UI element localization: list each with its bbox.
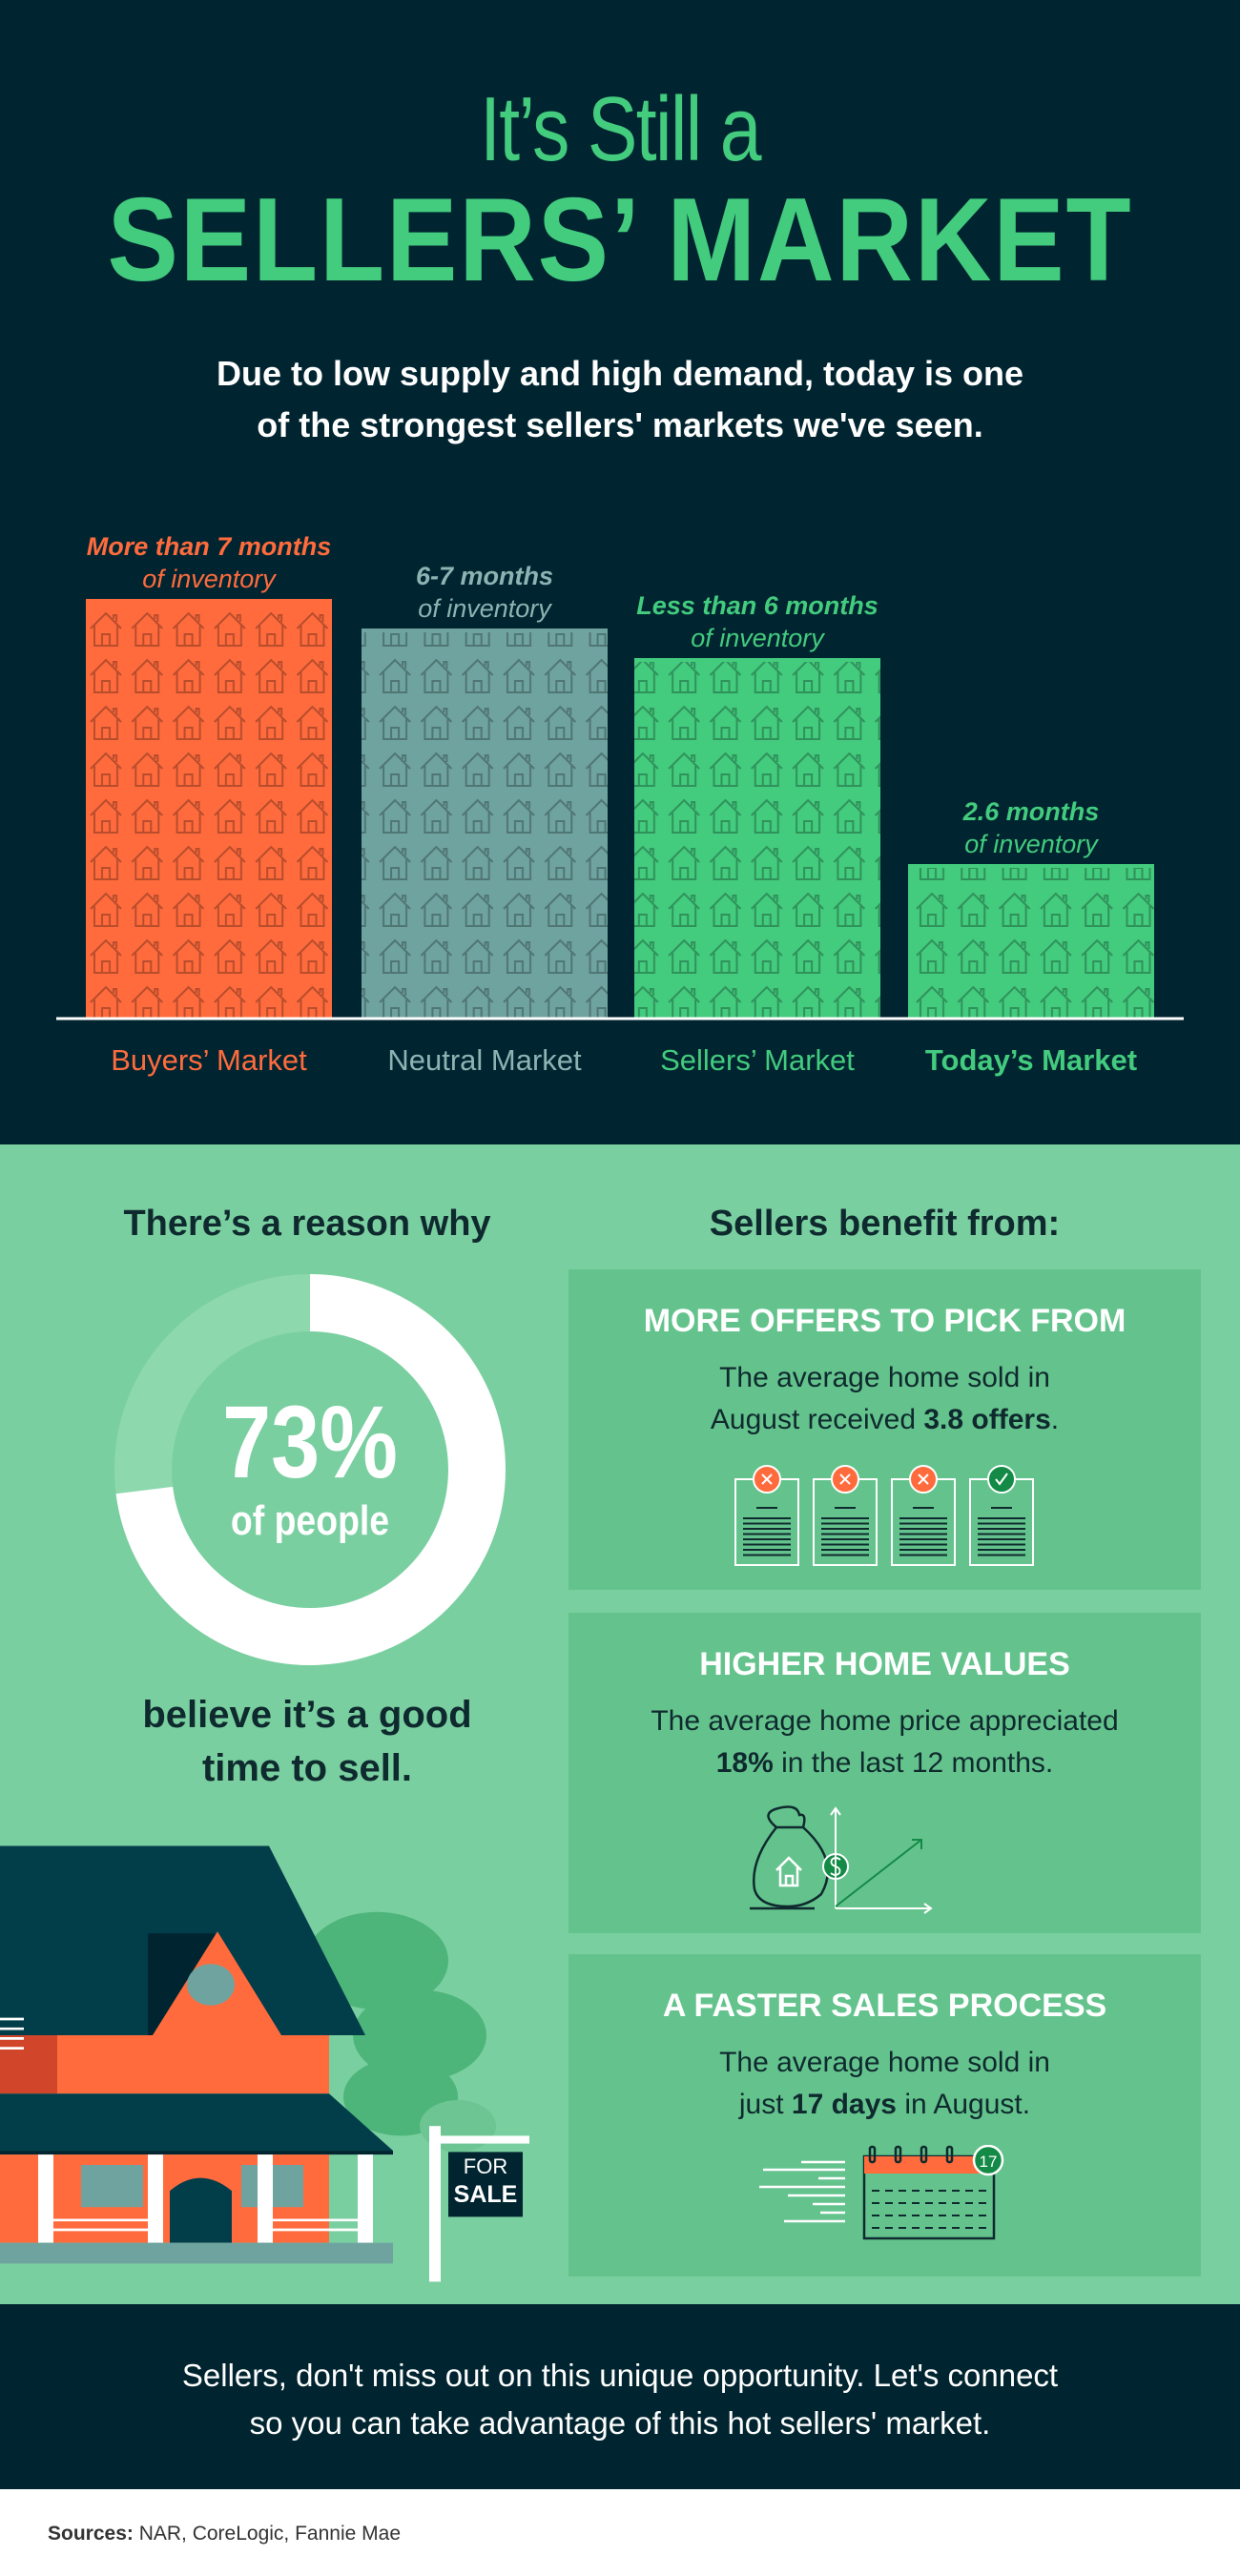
reason-caption-line1: believe it’s a good xyxy=(142,1694,472,1736)
card-body-text: in August. xyxy=(897,2089,1031,2120)
bar-label-line1: 6-7 months xyxy=(415,562,554,590)
calendar-badge: 17 xyxy=(980,2153,998,2171)
for-sale-sign xyxy=(448,2152,523,2217)
card-body-highlight: 17 days xyxy=(791,2089,897,2120)
bar-label-line2: of inventory xyxy=(964,830,1098,858)
cta-line2: so you can take advantage of this hot se… xyxy=(249,2405,991,2441)
card-body-highlight: 18% xyxy=(715,1747,774,1779)
donut-arc-73 xyxy=(114,1274,506,1665)
money-bag-icon xyxy=(753,1805,829,1908)
card-body: The average home sold in just 17 days in… xyxy=(568,2042,1201,2126)
category-label: Neutral Market xyxy=(387,1043,582,1077)
bar-label: Less than 6 months of inventory xyxy=(629,589,886,654)
donut-chart xyxy=(114,1274,506,1665)
bar-label-line1: 2.6 months xyxy=(962,797,1100,826)
dollar-icon xyxy=(830,1855,841,1878)
category-label: Sellers’ Market xyxy=(660,1043,855,1077)
card-title: A FASTER SALES PROCESS xyxy=(662,1988,1107,2024)
sources: Sources: NAR, CoreLogic, Fannie Mae xyxy=(48,2523,401,2545)
card-body-line1: The average home sold in xyxy=(719,2047,1050,2078)
bar-label-line2: of inventory xyxy=(691,624,824,652)
benefit-card-speed: A FASTER SALES PROCESS The average home … xyxy=(568,1954,1201,2277)
benefits-heading: Sellers benefit from: xyxy=(709,1204,1061,1244)
bar-label-line1: More than 7 months xyxy=(86,532,332,561)
bar-label-line2: of inventory xyxy=(418,594,551,623)
card-body-text: in the last 12 months. xyxy=(773,1747,1054,1779)
calendar-icon: 17 xyxy=(759,2145,1004,2240)
cta-line1: Sellers, don't miss out on this unique o… xyxy=(181,2358,1059,2393)
card-body-line1: The average home price appreciated xyxy=(651,1705,1119,1737)
percent-subtext: of people xyxy=(230,1497,390,1544)
card-body-highlight: 3.8 offers xyxy=(923,1404,1051,1435)
offer-document-icon xyxy=(813,1465,878,1566)
house-illustration xyxy=(0,1845,529,2282)
offer-documents-icon xyxy=(734,1465,1034,1566)
reason-heading: There’s a reason why xyxy=(123,1204,491,1244)
card-body-text: August received xyxy=(710,1404,924,1435)
sources-text: NAR, CoreLogic, Fannie Mae xyxy=(133,2523,402,2545)
house-pattern-icon xyxy=(86,603,332,1018)
sign-line2: SALE xyxy=(453,2181,518,2208)
card-title: MORE OFFERS TO PICK FROM xyxy=(643,1303,1126,1339)
subtitle-line1: Due to low supply and high demand, today… xyxy=(216,354,1024,393)
card-body: The average home price appreciated 18% i… xyxy=(568,1700,1201,1784)
reason-caption-line2: time to sell. xyxy=(201,1747,413,1789)
card-body-line1: The average home sold in xyxy=(719,1362,1050,1393)
offer-document-icon xyxy=(734,1465,799,1566)
category-label: Buyers’ Market xyxy=(111,1043,307,1077)
cta-text: Sellers, don't miss out on this unique o… xyxy=(0,2352,1240,2447)
title-line2: SELLERS’ MARKET xyxy=(107,175,1133,306)
sources-label: Sources: xyxy=(48,2523,134,2545)
bar-label: More than 7 months of inventory xyxy=(80,530,338,595)
house-pattern-icon xyxy=(362,632,608,1018)
subtitle-line2: of the strongest sellers' markets we've … xyxy=(257,405,983,444)
house-pattern-icon xyxy=(634,662,880,1018)
benefit-card-offers: MORE OFFERS TO PICK FROM The average hom… xyxy=(568,1269,1201,1590)
sign-line1: FOR xyxy=(463,2154,508,2178)
card-body: The average home sold in August received… xyxy=(568,1357,1201,1441)
title-line1: It’s Still a xyxy=(480,78,761,180)
card-title: HIGHER HOME VALUES xyxy=(699,1646,1070,1682)
offer-document-icon xyxy=(891,1465,956,1566)
bar-label-line1: Less than 6 months xyxy=(636,591,878,620)
reason-caption: believe it’s a good time to sell. xyxy=(69,1688,546,1795)
card-body-text: . xyxy=(1050,1404,1060,1435)
card-body-text: just xyxy=(738,2089,792,2120)
benefit-card-values: HIGHER HOME VALUES The average home pric… xyxy=(568,1613,1201,1933)
house-pattern-icon xyxy=(908,868,1154,1018)
inventory-bar-chart xyxy=(56,599,1184,1020)
bar-label-line2: of inventory xyxy=(142,565,276,593)
category-label: Today’s Market xyxy=(924,1043,1138,1077)
bar-label: 6-7 months of inventory xyxy=(356,560,613,625)
subtitle: Due to low supply and high demand, today… xyxy=(0,348,1240,451)
offer-document-icon xyxy=(969,1465,1034,1566)
bar-label: 2.6 months of inventory xyxy=(902,795,1160,860)
money-bag-growth-chart-icon xyxy=(750,1805,933,1914)
percent-value: 73% xyxy=(222,1384,398,1499)
footer-cta: Sellers, don't miss out on this unique o… xyxy=(0,2304,1240,2489)
